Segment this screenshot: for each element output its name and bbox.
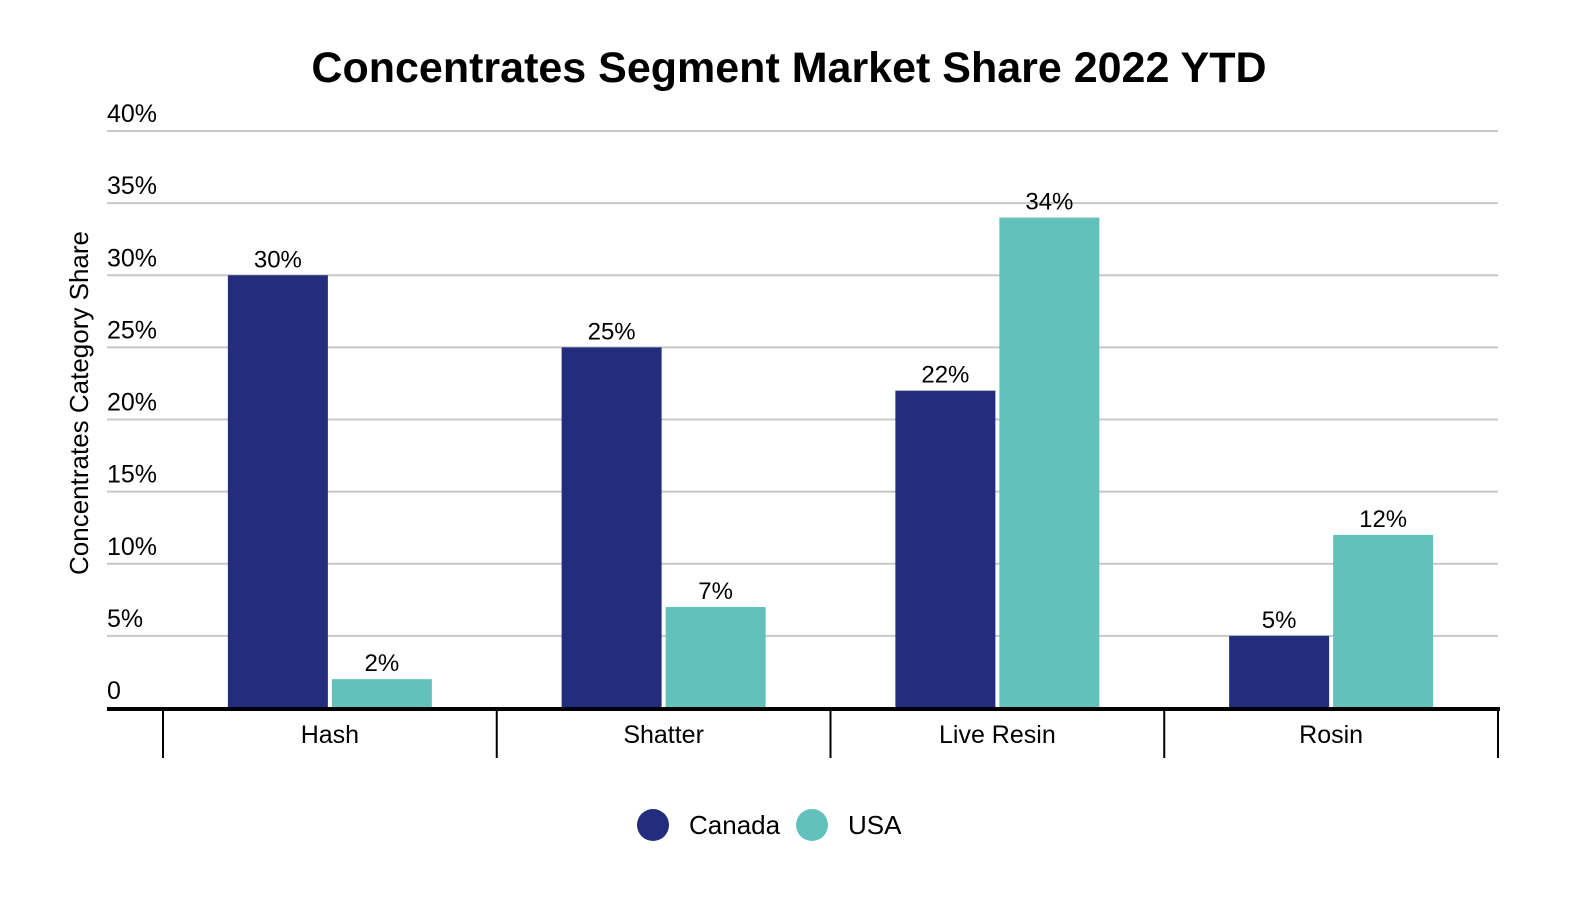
x-tick-label: Live Resin	[939, 721, 1056, 749]
x-tick-label: Shatter	[623, 721, 704, 749]
x-axis: Hash Shatter Live Resin Rosin	[107, 707, 1500, 758]
data-label: 34%	[1025, 189, 1073, 216]
y-tick-label: 35%	[107, 172, 157, 200]
legend-label-canada: Canada	[689, 810, 781, 840]
legend-label-usa: USA	[848, 810, 902, 840]
legend-swatch-canada	[637, 809, 669, 841]
y-tick-label: 40%	[107, 100, 157, 128]
data-label: 30%	[254, 246, 302, 273]
y-tick-label: 15%	[107, 461, 157, 489]
bar-usa-live-resin	[999, 217, 1100, 709]
y-tick-label: 30%	[107, 244, 157, 272]
x-tick-label: Hash	[301, 721, 359, 749]
bar-canada-live-resin	[895, 390, 996, 708]
chart-title: Concentrates Segment Market Share 2022 Y…	[311, 44, 1266, 92]
y-tick-label: 25%	[107, 316, 157, 344]
data-label: 5%	[1262, 607, 1297, 634]
data-label: 2%	[365, 650, 400, 677]
data-labels: 30% 2% 25% 7% 22% 34% 5% 12%	[254, 189, 1407, 678]
y-axis-label: Concentrates Category Share	[64, 231, 94, 575]
legend-swatch-usa	[796, 809, 828, 841]
bar-canada-hash	[227, 275, 328, 708]
gridlines	[107, 130, 1498, 637]
bar-usa-hash	[331, 679, 432, 708]
y-tick-label: 10%	[107, 533, 157, 561]
bar-usa-shatter	[665, 607, 766, 708]
data-label: 25%	[588, 318, 636, 345]
data-label: 22%	[921, 362, 969, 389]
bars	[227, 217, 1434, 709]
bar-canada-shatter	[561, 347, 662, 708]
legend: Canada USA	[637, 809, 902, 841]
y-axis-ticks: 0 5% 10% 15% 20% 25% 30% 35% 40%	[107, 100, 157, 705]
y-tick-label: 0	[107, 677, 121, 705]
y-tick-label: 20%	[107, 389, 157, 417]
data-label: 12%	[1359, 506, 1407, 533]
bar-canada-rosin	[1229, 635, 1330, 708]
y-tick-label: 5%	[107, 605, 143, 633]
bar-usa-rosin	[1333, 534, 1434, 708]
x-tick-label: Rosin	[1299, 721, 1363, 749]
data-label: 7%	[698, 578, 733, 605]
